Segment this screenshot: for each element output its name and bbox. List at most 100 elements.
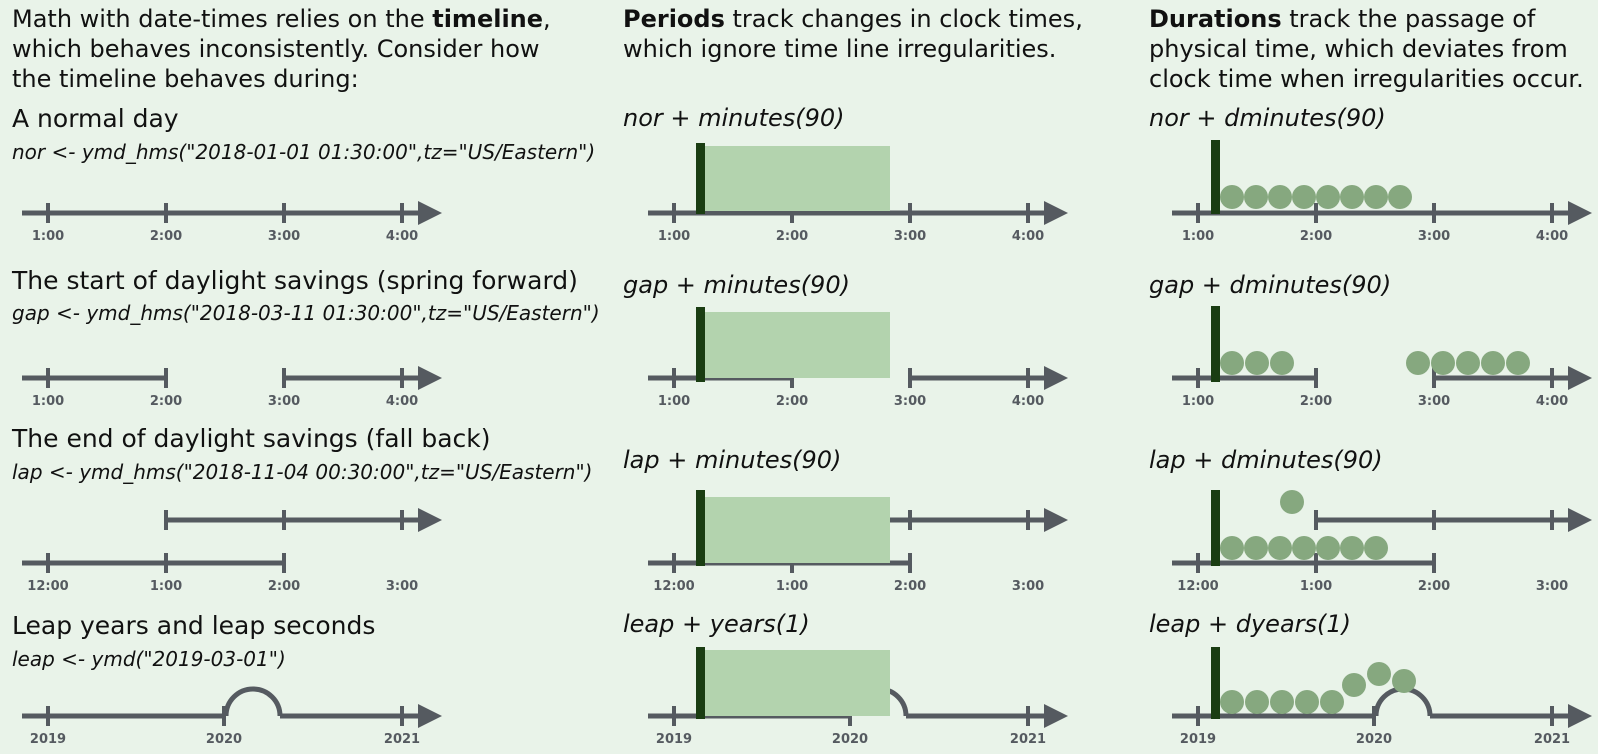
gap-tick-label-2-2: 3:00 <box>1418 394 1450 409</box>
duration-dot-lap-6 <box>1364 536 1388 560</box>
lap-tick-label-2-2: 2:00 <box>1418 579 1450 594</box>
duration-dot-lap-4 <box>1316 536 1340 560</box>
normal-tick-label-1-0: 1:00 <box>658 229 690 244</box>
col3-intro-line3: clock time when irregularities occur. <box>1149 65 1584 93</box>
normal-tick-label-2-3: 4:00 <box>1536 229 1568 244</box>
duration-dot-leap-2 <box>1270 690 1294 714</box>
col3-expr-leap: leap + dyears(1) <box>1149 610 1352 638</box>
normal-day-title: A normal day <box>12 104 179 133</box>
gap-code: gap <- ymd_hms("2018-03-11 01:30:00",tz=… <box>12 301 600 325</box>
start-marker-duration-lap <box>1211 490 1220 566</box>
col1-intro-line3: the timeline behaves during: <box>12 65 359 93</box>
col3-expr-normal: nor + dminutes(90) <box>1149 104 1386 132</box>
normal-tick-label-1-2: 3:00 <box>894 229 926 244</box>
gap-tick-label-2-0: 1:00 <box>1182 394 1214 409</box>
leap-title: Leap years and leap seconds <box>12 611 376 640</box>
col1-intro-bold: timeline <box>432 5 544 33</box>
period-fill-normal <box>700 146 890 211</box>
leap-hump-0 <box>223 686 283 717</box>
duration-dot-leap-0 <box>1220 690 1244 714</box>
lap-tick-label-2-1: 1:00 <box>1300 579 1332 594</box>
leap-tick-label-1-1: 2020 <box>832 732 868 747</box>
col3-intro-line2: physical time, which deviates from <box>1149 35 1568 63</box>
normal-tick-label-1-1: 2:00 <box>776 229 808 244</box>
duration-dot-gap-b-0 <box>1406 351 1430 375</box>
col1-intro: Math with date-times relies on the timel… <box>12 4 551 94</box>
normal-tick-label-0-2: 3:00 <box>268 229 300 244</box>
normal-arrow-1 <box>1044 201 1068 225</box>
col3-expr-lap: lap + dminutes(90) <box>1149 446 1383 474</box>
duration-dot-normal-3 <box>1292 185 1316 209</box>
gap-tick-label-0-1: 2:00 <box>150 394 182 409</box>
normal-tick-label-2-2: 3:00 <box>1418 229 1450 244</box>
duration-dot-normal-2 <box>1268 185 1292 209</box>
duration-dot-gap-a-0 <box>1220 351 1244 375</box>
normal-tick-label-2-1: 2:00 <box>1300 229 1332 244</box>
lap-arrow-1 <box>1044 508 1068 532</box>
normal-arrow-0 <box>418 201 442 225</box>
leap-arrow-1 <box>1044 704 1068 728</box>
duration-dot-leap-arc-1 <box>1367 662 1391 686</box>
duration-dot-leap-3 <box>1295 690 1319 714</box>
lap-arrow-0 <box>418 508 442 532</box>
duration-dot-normal-1 <box>1244 185 1268 209</box>
leap-tick-label-0-0: 2019 <box>30 732 66 747</box>
lap-tick-label-0-0: 12:00 <box>27 579 68 594</box>
period-fill-leap <box>700 650 890 716</box>
start-marker-period-normal <box>696 143 705 214</box>
start-marker-period-gap <box>696 307 705 382</box>
normal-tick-label-0-1: 2:00 <box>150 229 182 244</box>
normal-tick-label-1-3: 4:00 <box>1012 229 1044 244</box>
gap-tick-label-1-2: 3:00 <box>894 394 926 409</box>
gap-tick-label-1-3: 4:00 <box>1012 394 1044 409</box>
start-marker-duration-gap <box>1211 306 1220 382</box>
col2-expr-gap: gap + minutes(90) <box>623 271 850 299</box>
duration-dot-gap-b-3 <box>1481 351 1505 375</box>
lap-tick-label-0-1: 1:00 <box>150 579 182 594</box>
col2-intro-post: track changes in clock times, <box>724 5 1083 33</box>
normal-day-code: nor <- ymd_hms("2018-01-01 01:30:00",tz=… <box>12 140 596 164</box>
col3-intro: Durations track the passage of physical … <box>1149 4 1584 94</box>
duration-dot-gap-b-4 <box>1506 351 1530 375</box>
gap-arrow-1 <box>1044 366 1068 390</box>
col2-expr-lap: lap + minutes(90) <box>623 446 842 474</box>
leap-tick-label-2-0: 2019 <box>1180 732 1216 747</box>
col1-intro-post: , <box>543 5 551 33</box>
gap-tick-label-1-1: 2:00 <box>776 394 808 409</box>
lap-tick-label-1-0: 12:00 <box>653 579 694 594</box>
normal-tick-label-0-0: 1:00 <box>32 229 64 244</box>
duration-dot-normal-0 <box>1220 185 1244 209</box>
period-fill-gap <box>700 312 890 378</box>
col3-intro-post: track the passage of <box>1281 5 1536 33</box>
leap-tick-label-2-1: 2020 <box>1356 732 1392 747</box>
gap-title: The start of daylight savings (spring fo… <box>12 266 578 295</box>
start-marker-period-leap <box>696 647 705 719</box>
duration-dot-leap-arc-2 <box>1392 669 1416 693</box>
gap-tick-label-0-2: 3:00 <box>268 394 300 409</box>
lap-tick-label-2-3: 3:00 <box>1536 579 1568 594</box>
lap-tick-label-1-3: 3:00 <box>1012 579 1044 594</box>
leap-tick-label-0-1: 2020 <box>206 732 242 747</box>
gap-arrow-0 <box>418 366 442 390</box>
col1-intro-line2: which behaves inconsistently. Consider h… <box>12 35 540 63</box>
col2-expr-normal: nor + minutes(90) <box>623 104 845 132</box>
lap-tick-label-1-2: 2:00 <box>894 579 926 594</box>
col2-intro: Periods track changes in clock times, wh… <box>623 4 1083 64</box>
normal-tick-label-2-0: 1:00 <box>1182 229 1214 244</box>
leap-tick-label-1-0: 2019 <box>656 732 692 747</box>
normal-tick-label-0-3: 4:00 <box>386 229 418 244</box>
gap-tick-label-0-3: 4:00 <box>386 394 418 409</box>
col2-intro-line2: which ignore time line irregularities. <box>623 35 1057 63</box>
col2-intro-bold: Periods <box>623 5 725 33</box>
lap-arrow-2 <box>1568 508 1592 532</box>
lap-title: The end of daylight savings (fall back) <box>12 424 491 453</box>
lap-tick-label-0-2: 2:00 <box>268 579 300 594</box>
leap-code: leap <- ymd("2019-03-01") <box>12 647 286 671</box>
leap-tick-label-1-2: 2021 <box>1010 732 1046 747</box>
period-fill-lap <box>700 497 890 563</box>
col2-expr-leap: leap + years(1) <box>623 610 810 638</box>
duration-dot-lap-5 <box>1340 536 1364 560</box>
start-marker-duration-normal <box>1211 140 1220 214</box>
duration-dot-gap-a-2 <box>1270 351 1294 375</box>
